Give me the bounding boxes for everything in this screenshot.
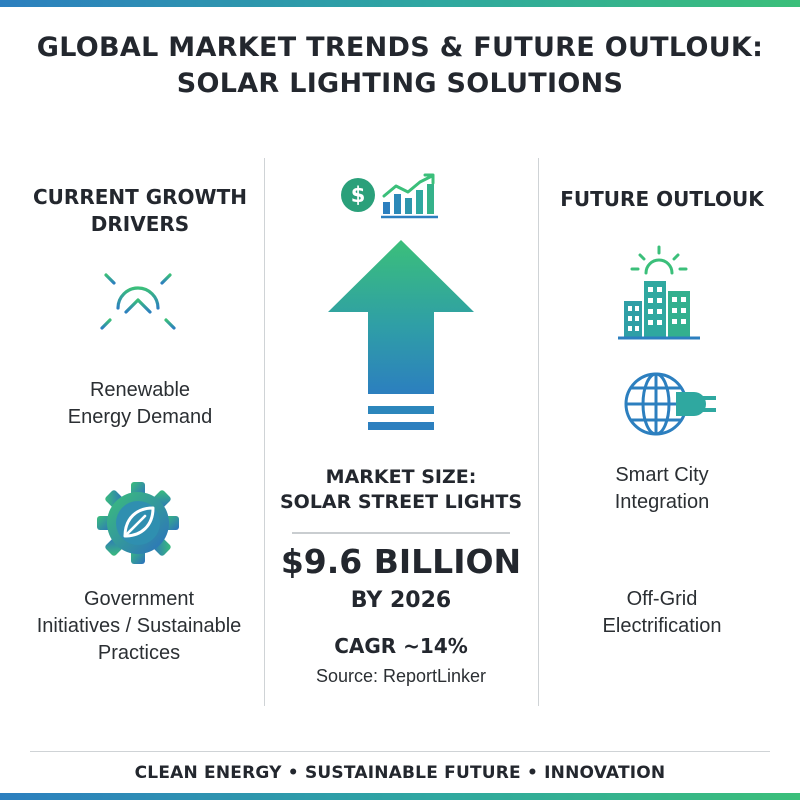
dollar-icon: $ (341, 178, 375, 212)
off-grid-label: Off-Grid Electrification (544, 586, 780, 640)
government-initiatives-label: Government Initiatives / Sustainable Pra… (14, 586, 264, 667)
off-grid-line-2: Electrification (602, 615, 722, 637)
market-title-line-2: SOLAR STREET LIGHTS (279, 491, 523, 513)
svg-text:$: $ (351, 183, 366, 207)
sun-arrow-icon (94, 260, 182, 348)
smart-city-line-1: Smart City (615, 464, 709, 486)
footer-tagline: CLEAN ENERGY • SUSTAINABLE FUTURE • INNO… (134, 763, 666, 783)
right-column-heading: FUTURE OUTLOUK (560, 187, 764, 211)
left-heading-line-2: DRIVERS (90, 212, 190, 236)
source-label: Source: ReportLinker (315, 666, 487, 686)
market-value: $9.6 BILLION (280, 542, 522, 581)
top-accent-bar (0, 0, 800, 7)
left-heading-line-1: CURRENT GROWTH (33, 185, 247, 209)
renewable-energy-label: Renewable Energy Demand (20, 377, 260, 431)
column-divider-right (538, 158, 539, 706)
left-column-heading: CURRENT GROWTH DRIVERS (20, 184, 260, 238)
up-arrow-icon (328, 240, 474, 430)
page-title: GLOBAL MARKET TRENDS & FUTURE OUTLOUK: S… (0, 30, 800, 102)
market-size-title: MARKET SIZE: SOLAR STREET LIGHTS (270, 465, 532, 515)
bottom-accent-bar (0, 793, 800, 800)
market-title-line-1: MARKET SIZE: (325, 466, 477, 488)
column-divider-left (264, 158, 265, 706)
globe-plug-icon (624, 372, 716, 436)
cagr-value: CAGR ~14% (334, 634, 468, 658)
government-line-1: Government (83, 588, 195, 610)
government-line-2: Initiatives / Sustainable (36, 615, 242, 637)
gear-leaf-icon (97, 482, 179, 564)
title-line-1: GLOBAL MARKET TRENDS & FUTURE OUTLOUK: (36, 32, 764, 63)
off-grid-line-1: Off-Grid (626, 588, 698, 610)
smart-city-line-2: Integration (614, 491, 710, 513)
title-line-2: SOLAR LIGHTING SOLUTIONS (176, 68, 624, 99)
growth-chart-icon (381, 173, 438, 219)
footer-divider (30, 751, 770, 752)
government-line-3: Practices (97, 642, 181, 664)
renewable-line-1: Renewable (89, 379, 191, 401)
center-divider-rule (292, 532, 510, 534)
smart-city-label: Smart City Integration (544, 462, 780, 516)
renewable-line-2: Energy Demand (67, 406, 213, 428)
market-year: BY 2026 (350, 588, 452, 613)
smart-city-icon (618, 245, 700, 340)
